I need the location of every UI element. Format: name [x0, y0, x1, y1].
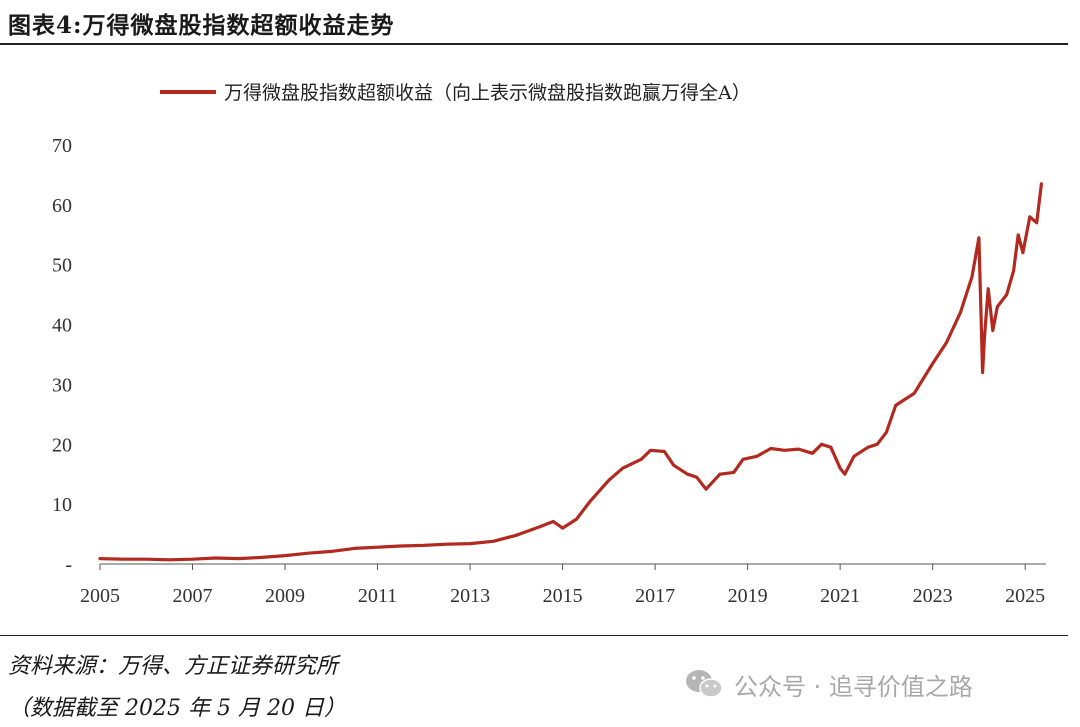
x-tick-label: 2023 [913, 585, 953, 607]
y-tick-label: 10 [52, 494, 72, 516]
x-tick-label: 2025 [1005, 585, 1045, 607]
y-axis: - 10 20 30 40 50 60 70 [52, 135, 72, 576]
y-tick-label: - [65, 554, 72, 576]
x-tick-label: 2019 [728, 585, 768, 607]
watermark: 公众号 · 追寻价值之路 [684, 664, 973, 704]
legend-label: 万得微盘股指数超额收益（向上表示微盘股指数跑赢万得全A） [224, 82, 751, 104]
y-tick-label: 60 [52, 195, 72, 217]
series-line-excess-return [98, 182, 1043, 562]
x-tick-label: 2015 [543, 585, 583, 607]
x-axis: 2005 2007 2009 2011 2013 2015 2017 2019 2021 2023… [80, 564, 1045, 607]
y-tick-label: 30 [52, 374, 72, 396]
chart-legend: 万得微盘股指数超额收益（向上表示微盘股指数跑赢万得全A） [160, 82, 751, 104]
wechat-icon [686, 670, 723, 698]
page-title: 图表4:万得微盘股指数超额收益走势 [8, 12, 395, 39]
y-tick-label: 40 [52, 315, 72, 337]
x-tick-label: 2013 [450, 585, 490, 607]
y-tick-label: 50 [52, 255, 72, 277]
watermark-text: 公众号 · 追寻价值之路 [734, 672, 973, 701]
x-tick-label: 2007 [173, 585, 213, 607]
x-tick-label: 2021 [820, 585, 860, 607]
source-note: 资料来源：万得、方正证券研究所 [8, 654, 339, 679]
line-chart: 万得微盘股指数超额收益（向上表示微盘股指数跑赢万得全A） - 10 20 30 40 50… [52, 82, 1046, 607]
footer-divider [0, 635, 1068, 636]
header: 图表4:万得微盘股指数超额收益走势 [0, 0, 1072, 46]
x-tick-label: 2017 [635, 585, 675, 607]
y-tick-label: 20 [52, 434, 72, 456]
x-tick-label: 2011 [358, 585, 397, 607]
x-tick-label: 2005 [80, 585, 120, 607]
data-date-note: （数据截至 2025 年 5 月 20 日） [8, 696, 346, 721]
y-tick-label: 70 [52, 135, 72, 157]
title-divider [0, 43, 1068, 45]
x-tick-label: 2009 [265, 585, 305, 607]
